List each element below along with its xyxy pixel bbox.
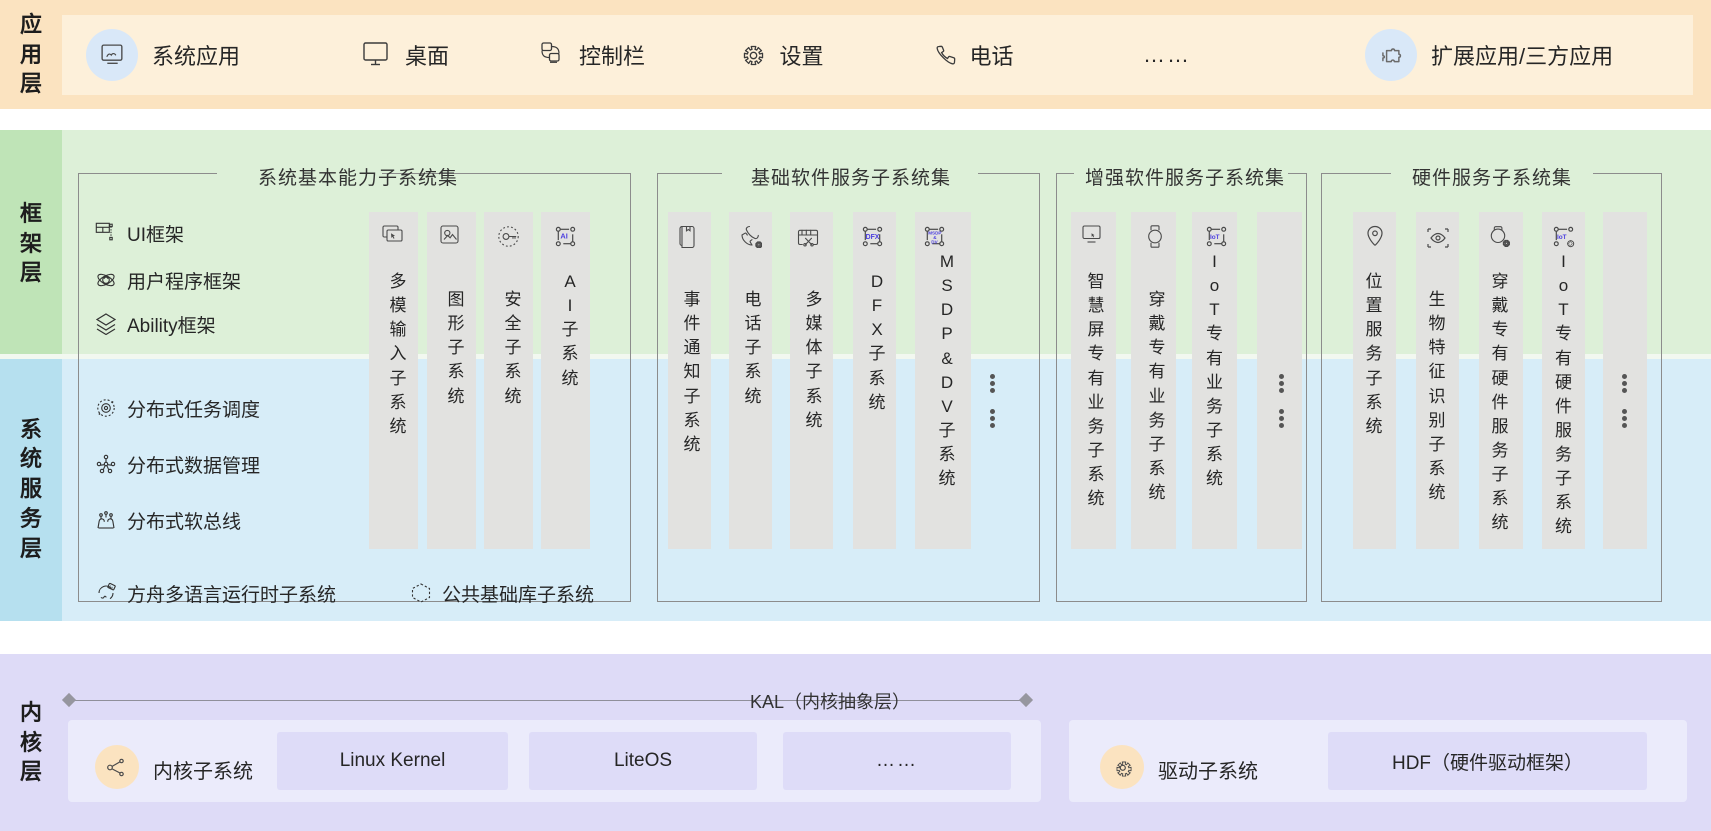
svg-text:IoT: IoT	[1210, 234, 1220, 241]
svg-text:IoT: IoT	[1557, 234, 1567, 241]
svg-text:AI: AI	[560, 232, 567, 241]
svg-text:Aa: Aa	[108, 584, 114, 589]
svg-text:DV: DV	[931, 240, 938, 245]
svg-text:DFX: DFX	[866, 234, 880, 241]
